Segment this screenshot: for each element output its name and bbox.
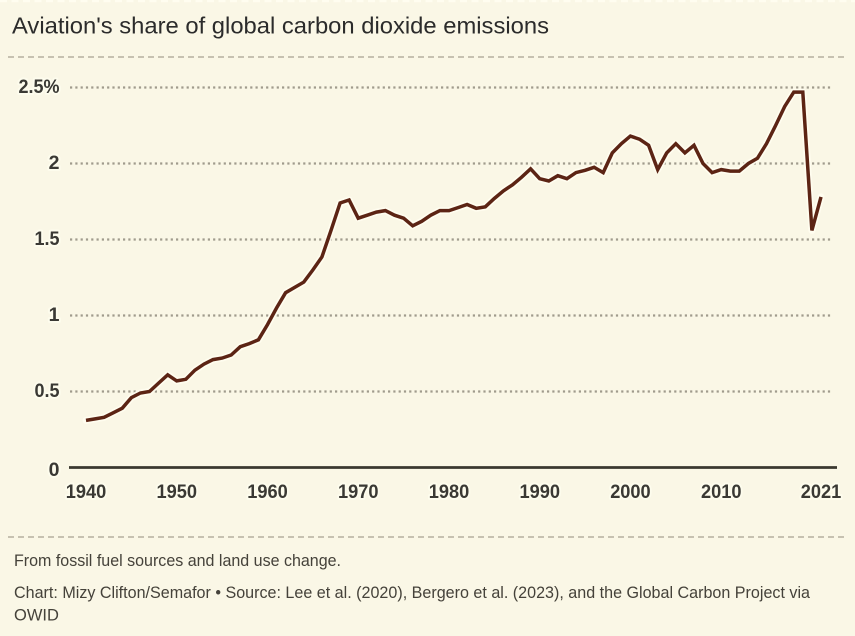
svg-text:From fossil fuel sources and l: From fossil fuel sources and land use ch…	[14, 552, 341, 570]
svg-text:2010: 2010	[701, 481, 742, 503]
svg-text:1940: 1940	[66, 481, 107, 503]
svg-text:1990: 1990	[520, 481, 561, 503]
svg-text:1980: 1980	[429, 481, 470, 503]
svg-text:2021: 2021	[801, 481, 842, 503]
svg-text:1: 1	[49, 304, 60, 326]
svg-text:0: 0	[49, 459, 60, 481]
svg-text:OWID: OWID	[14, 607, 59, 625]
svg-text:1950: 1950	[157, 481, 198, 503]
svg-text:0.5: 0.5	[35, 380, 60, 402]
svg-text:2000: 2000	[610, 481, 651, 503]
svg-text:Aviation's share of global car: Aviation's share of global carbon dioxid…	[12, 13, 549, 39]
svg-text:Chart: Mizy Clifton/Semafor •: Chart: Mizy Clifton/Semafor • Source: Le…	[14, 584, 811, 602]
svg-text:2.5%: 2.5%	[19, 76, 60, 98]
svg-text:1960: 1960	[247, 481, 288, 503]
svg-text:1.5: 1.5	[35, 228, 60, 250]
svg-text:2: 2	[49, 152, 60, 174]
svg-text:1970: 1970	[338, 481, 379, 503]
